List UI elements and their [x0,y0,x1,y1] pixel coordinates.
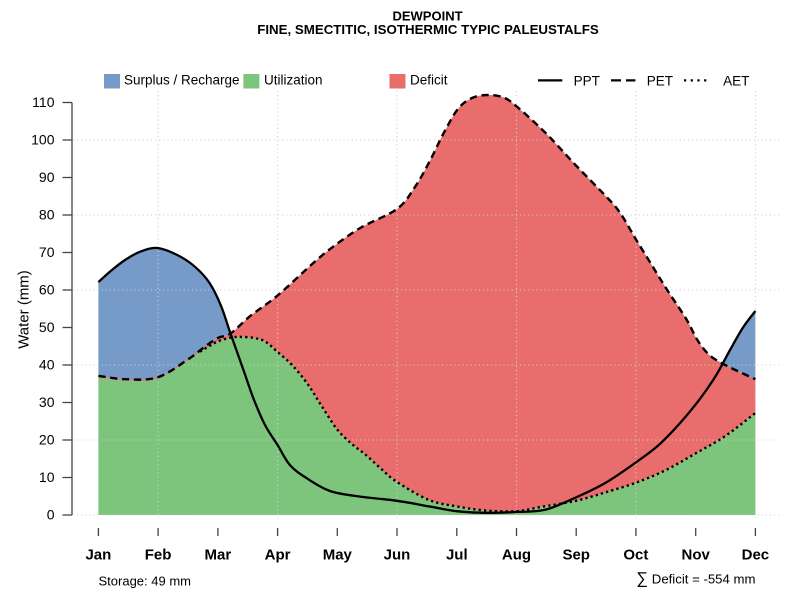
svg-text:Jul: Jul [446,547,468,564]
svg-text:Feb: Feb [145,547,172,564]
svg-text:FINE, SMECTITIC, ISOTHERMIC TY: FINE, SMECTITIC, ISOTHERMIC TYPIC PALEUS… [257,22,599,37]
svg-text:Apr: Apr [265,547,291,564]
svg-text:110: 110 [32,94,55,110]
svg-text:20: 20 [39,431,55,447]
svg-text:70: 70 [39,244,55,260]
svg-text:50: 50 [39,319,55,335]
svg-text:80: 80 [39,206,55,222]
svg-text:Storage: 49 mm: Storage: 49 mm [99,574,192,589]
svg-text:Mar: Mar [205,547,232,564]
svg-text:Jun: Jun [384,547,411,564]
svg-text:40: 40 [39,356,55,372]
svg-text:Water (mm): Water (mm) [16,270,33,349]
svg-text:DEWPOINT: DEWPOINT [392,9,462,24]
svg-text:30: 30 [39,394,55,410]
svg-text:AET: AET [723,74,749,89]
svg-text:90: 90 [39,169,55,185]
svg-text:PPT: PPT [574,74,600,89]
svg-text:PET: PET [647,74,673,89]
svg-text:Surplus / Recharge: Surplus / Recharge [124,72,240,87]
svg-text:Aug: Aug [502,547,531,564]
svg-text:Nov: Nov [682,547,711,564]
svg-text:60: 60 [39,281,55,297]
svg-text:Dec: Dec [742,547,770,564]
svg-text:May: May [323,547,353,564]
svg-text:0: 0 [47,506,55,522]
svg-text:100: 100 [31,131,55,147]
svg-text:Jan: Jan [85,547,111,564]
svg-text:Deficit: Deficit [410,72,448,87]
svg-text:Oct: Oct [623,547,648,564]
svg-text:Utilization: Utilization [264,72,323,87]
svg-text:10: 10 [39,469,55,485]
svg-text:∑ Deficit = -554 mm: ∑ Deficit = -554 mm [636,570,755,588]
svg-text:Sep: Sep [562,547,590,564]
